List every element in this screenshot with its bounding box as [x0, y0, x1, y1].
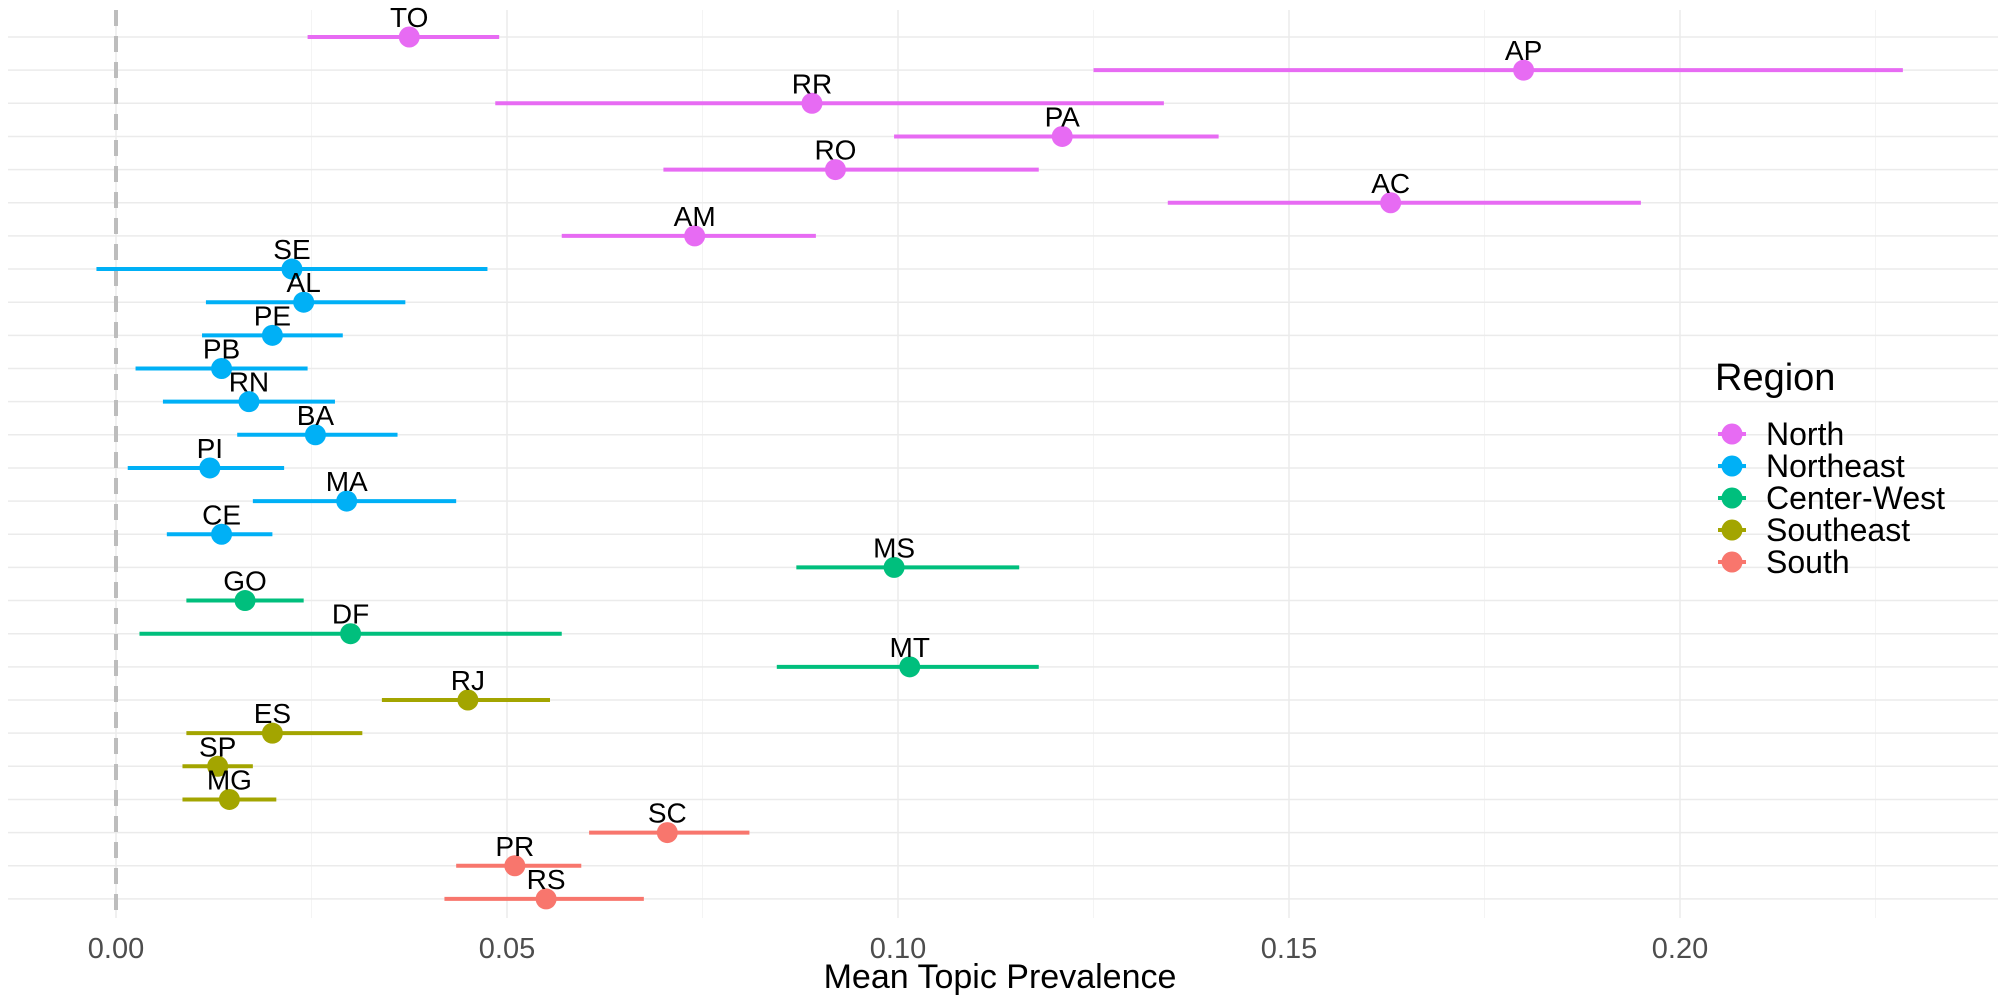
- point-label-ro: RO: [814, 135, 856, 166]
- point-pa: [1051, 125, 1073, 147]
- point-label-al: AL: [287, 267, 321, 298]
- point-ac: [1380, 192, 1402, 214]
- point-ms: [883, 556, 905, 578]
- x-tick-label: 0.00: [88, 933, 144, 965]
- point-pr: [504, 855, 526, 877]
- point-label-mg: MG: [207, 764, 252, 795]
- point-rr: [801, 92, 823, 114]
- point-label-am: AM: [674, 201, 716, 232]
- point-al: [293, 291, 315, 313]
- point-label-ap: AP: [1505, 35, 1542, 66]
- point-es: [261, 722, 283, 744]
- point-label-rj: RJ: [451, 665, 485, 696]
- point-ba: [304, 424, 326, 446]
- grid-layer: [8, 10, 1998, 918]
- point-label-pr: PR: [495, 831, 534, 862]
- point-to: [398, 26, 420, 48]
- point-se: [281, 258, 303, 280]
- x-tick-label: 0.05: [479, 933, 535, 965]
- legend-dot-south: [1721, 551, 1743, 573]
- point-label-to: TO: [390, 2, 428, 33]
- x-tick-label: 0.10: [870, 933, 926, 965]
- point-am: [684, 225, 706, 247]
- point-label-ba: BA: [297, 400, 335, 431]
- legend-dot-northeast: [1721, 455, 1743, 477]
- legend-key-center-west: [1718, 487, 1746, 509]
- point-sp: [207, 755, 229, 777]
- point-label-ce: CE: [202, 499, 241, 530]
- point-rs: [535, 888, 557, 910]
- point-mg: [218, 788, 240, 810]
- x-tick-label: 0.15: [1261, 933, 1317, 965]
- point-label-go: GO: [223, 566, 267, 597]
- point-label-es: ES: [254, 698, 291, 729]
- point-label-ms: MS: [873, 532, 915, 563]
- point-rj: [457, 689, 479, 711]
- point-mt: [899, 656, 921, 678]
- point-label-ma: MA: [326, 466, 368, 497]
- point-label-df: DF: [332, 599, 369, 630]
- point-label-rr: RR: [792, 68, 832, 99]
- point-label-sp: SP: [199, 731, 236, 762]
- point-label-mt: MT: [890, 632, 930, 663]
- point-ro: [824, 159, 846, 181]
- x-axis: 0.00 0.05 0.10 0.15 0.20: [88, 933, 1708, 965]
- legend-key-northeast: [1718, 455, 1746, 477]
- legend-dot-north: [1721, 423, 1743, 445]
- legend-key-southeast: [1718, 519, 1746, 541]
- legend-label-north: North: [1766, 416, 1844, 452]
- point-df: [340, 623, 362, 645]
- point-go: [234, 590, 256, 612]
- legend-dot-center-west: [1721, 487, 1743, 509]
- point-label-ac: AC: [1371, 168, 1410, 199]
- legend-label-northeast: Northeast: [1766, 448, 1905, 484]
- point-ma: [336, 490, 358, 512]
- legend-label-center-west: Center-West: [1766, 480, 1945, 516]
- point-label-pa: PA: [1045, 101, 1081, 132]
- legend-title: Region: [1715, 357, 1835, 399]
- point-label-pe: PE: [254, 300, 291, 331]
- point-label-rs: RS: [527, 864, 566, 895]
- legend-label-south: South: [1766, 544, 1850, 580]
- legend-label-southeast: Southeast: [1766, 512, 1910, 548]
- point-label-rn: RN: [229, 367, 269, 398]
- point-ce: [211, 523, 233, 545]
- point-label-pb: PB: [203, 334, 240, 365]
- legend: Region NorthNortheastCenter-WestSoutheas…: [1715, 357, 1945, 580]
- point-rn: [238, 391, 260, 413]
- point-label-pi: PI: [197, 433, 223, 464]
- point-sc: [656, 822, 678, 844]
- legend-key-north: [1718, 423, 1746, 445]
- legend-key-south: [1718, 551, 1746, 573]
- x-axis-title: Mean Topic Prevalence: [824, 958, 1177, 996]
- point-pi: [199, 457, 221, 479]
- point-ap: [1513, 59, 1535, 81]
- point-pb: [211, 358, 233, 379]
- point-label-sc: SC: [648, 798, 687, 829]
- point-label-se: SE: [273, 234, 310, 265]
- legend-dot-southeast: [1721, 519, 1743, 541]
- x-tick-label: 0.20: [1652, 933, 1708, 965]
- point-pe: [261, 324, 283, 346]
